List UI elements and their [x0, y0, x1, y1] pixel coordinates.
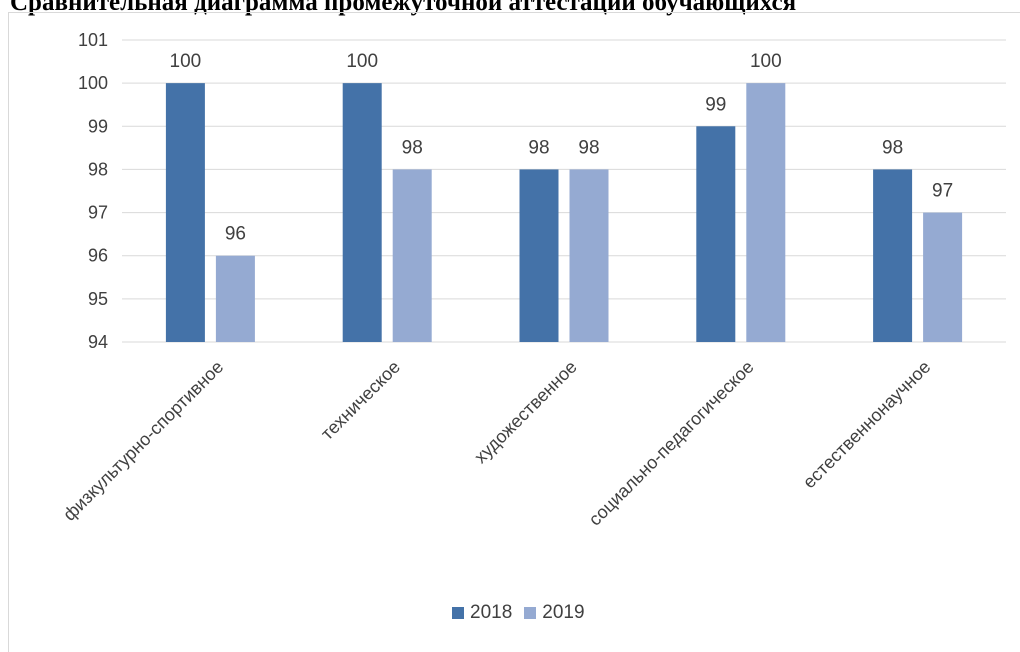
- data-label-2019: 96: [225, 224, 246, 245]
- data-label-2018: 100: [170, 51, 202, 72]
- data-label-2019: 97: [932, 181, 953, 202]
- data-label-2018: 100: [346, 51, 378, 72]
- legend-label-2019: 2019: [542, 602, 585, 623]
- data-label-2019: 98: [402, 137, 423, 158]
- y-tick-label: 97: [88, 203, 108, 223]
- data-label-2018: 99: [705, 94, 726, 115]
- bar-2019-1: [215, 255, 255, 342]
- bar-2019-2: [392, 169, 432, 342]
- legend-label-2018: 2018: [470, 602, 513, 623]
- y-tick-label: 94: [88, 332, 108, 352]
- data-label-2019: 100: [750, 51, 782, 72]
- bar-2019-5: [923, 212, 963, 342]
- y-tick-label: 98: [88, 159, 108, 179]
- bar-2018-2: [342, 83, 382, 343]
- chart-area: [8, 12, 1020, 652]
- data-label-2019: 98: [578, 137, 599, 158]
- bar-2018-3: [519, 169, 559, 342]
- bar-2019-4: [746, 83, 786, 343]
- data-label-2018: 98: [882, 137, 903, 158]
- data-label-2018: 98: [528, 137, 549, 158]
- x-category-label: естественнонаучное: [799, 357, 935, 493]
- legend-swatch-2018: [452, 607, 464, 619]
- x-category-label: техническое: [317, 357, 404, 444]
- bar-2018-5: [873, 169, 913, 342]
- y-tick-label: 101: [78, 30, 108, 50]
- bar-2018-4: [696, 126, 736, 343]
- chart-legend: 2018 2019: [452, 602, 585, 624]
- y-tick-label: 95: [88, 289, 108, 309]
- y-tick-label: 99: [88, 116, 108, 136]
- bar-2018-1: [165, 83, 205, 343]
- legend-item-2018: 2018: [452, 602, 512, 624]
- x-category-label: социально-педагогическое: [585, 357, 758, 530]
- bar-2019-3: [569, 169, 609, 342]
- legend-item-2019: 2019: [524, 602, 585, 624]
- legend-swatch-2019: [524, 607, 537, 619]
- x-category-label: физкультурно-спортивное: [59, 357, 227, 525]
- x-category-label: художественное: [470, 357, 581, 468]
- y-tick-label: 96: [88, 246, 108, 266]
- y-tick-label: 100: [78, 73, 108, 93]
